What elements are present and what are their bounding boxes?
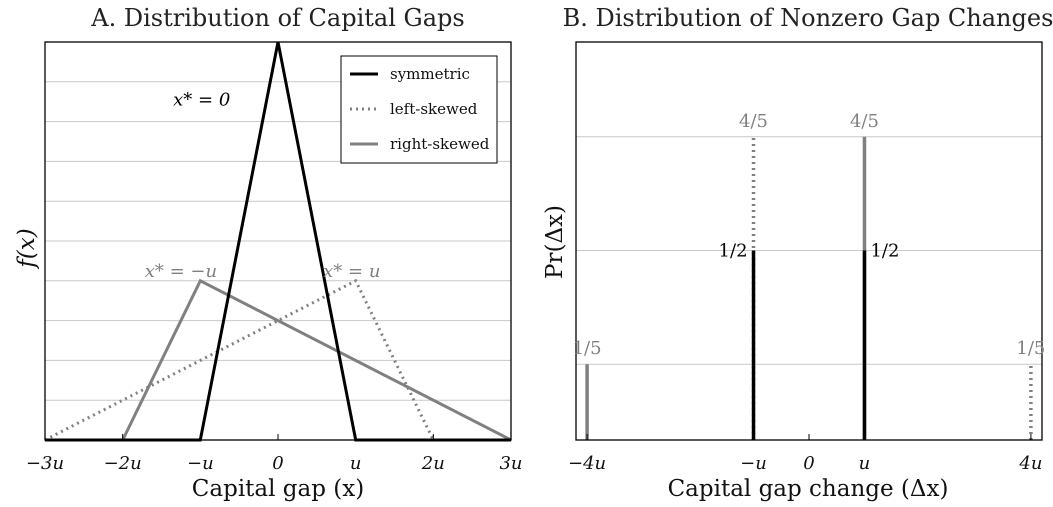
panel-b-plot-area [576, 42, 1042, 440]
panel-a-y-axis-label: f(x) [14, 228, 40, 269]
legend-label-right-skewed: right-skewed [390, 135, 490, 153]
panel-a-tick-label: −3u [26, 453, 64, 474]
panel-a-annotations: x* = 0 x* = −u x* = u [145, 90, 381, 282]
panel-a-annotation: x* = u [323, 261, 380, 282]
legend-entry-symmetric: symmetric [350, 65, 470, 83]
panel-b-y-axis-label: Pr(Δx) [542, 205, 568, 279]
legend-label-left-skewed: left-skewed [390, 100, 478, 118]
panel-a-tick-label: −u [187, 453, 214, 474]
panel-b-bar-labels: 1/2 1/2 4/5 1/5 1/5 4/5 [573, 111, 1046, 359]
panel-b-x-ticks: −4u −u 0 u 4u [568, 434, 1042, 474]
bar-label-left-skewed: 1/5 [1016, 338, 1045, 359]
panel-a: −3u −2u −u 0 u 2u 3u x* = 0 x* = −u x* = u A. Di… [14, 4, 523, 502]
panel-a-x-ticks: −3u −2u −u 0 u 2u 3u [26, 434, 523, 474]
panel-a-annotation: x* = −u [145, 261, 217, 282]
panel-a-tick-label: −2u [104, 453, 142, 474]
panel-a-title: A. Distribution of Capital Gaps [90, 4, 464, 32]
bar-label-symmetric: 1/2 [870, 240, 899, 261]
panel-a-x-axis-label: Capital gap (x) [192, 476, 364, 502]
panel-b-title: B. Distribution of Nonzero Gap Changes [563, 4, 1053, 32]
bar-label-right-skewed: 1/5 [573, 338, 602, 359]
panel-b-tick-label: −u [740, 453, 767, 474]
panel-b-bars [585, 136, 1033, 440]
panel-b: −4u −u 0 u 4u 1/2 1/2 4/5 1/5 1/5 4/5 B. Distribu… [542, 4, 1053, 502]
bar-label-left-skewed: 4/5 [739, 111, 768, 132]
panel-b-tick-label: 0 [803, 453, 814, 474]
panel-a-annotation: x* = 0 [173, 90, 230, 111]
legend-entry-left-skewed: left-skewed [350, 100, 478, 118]
bar-label-symmetric: 1/2 [719, 240, 748, 261]
panel-a-tick-label: 2u [421, 453, 445, 474]
panel-b-grid [576, 136, 1042, 365]
panel-b-x-axis-label: Capital gap change (Δx) [668, 476, 949, 502]
bar-label-right-skewed: 4/5 [850, 111, 879, 132]
legend-entry-right-skewed: right-skewed [350, 135, 490, 153]
panel-a-tick-label: 0 [272, 453, 283, 474]
legend-label-symmetric: symmetric [390, 65, 470, 83]
panel-a-tick-label: u [350, 453, 362, 474]
panel-b-tick-label: −4u [568, 453, 606, 474]
panel-b-tick-label: u [859, 453, 871, 474]
legend: symmetric left-skewed right-skewed [340, 55, 498, 164]
panel-b-tick-label: 4u [1018, 453, 1042, 474]
panel-a-tick-label: 3u [499, 453, 522, 474]
